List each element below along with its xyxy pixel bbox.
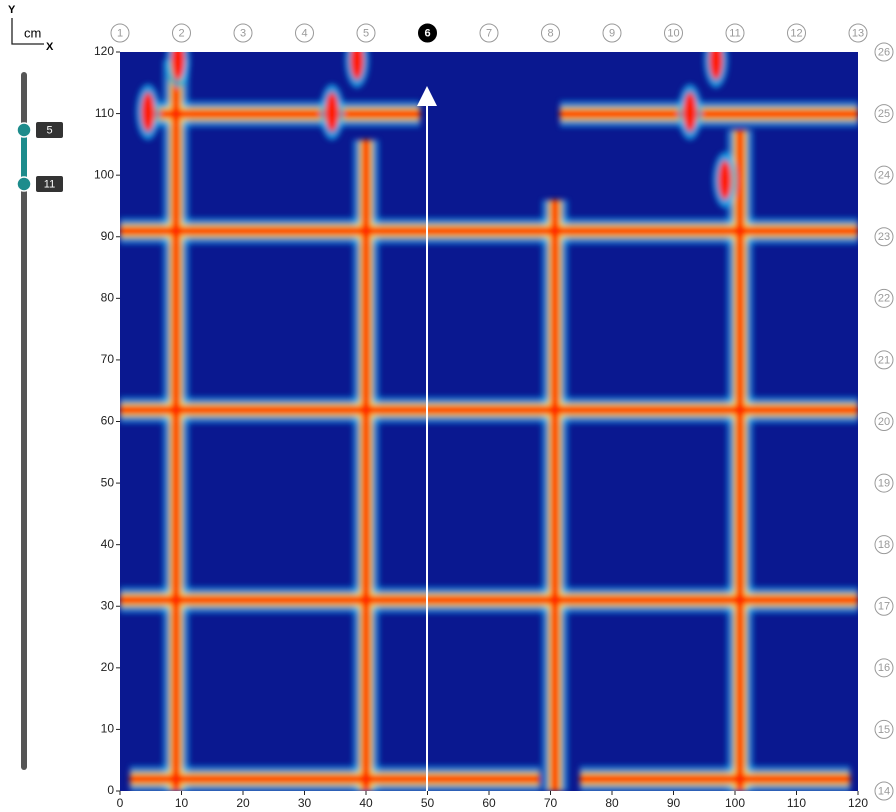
line-button-label: 20	[878, 416, 890, 428]
line-button[interactable]	[874, 227, 894, 247]
line-button-label: 5	[363, 27, 369, 39]
heat-blob	[350, 52, 364, 80]
y-tick-label: 80	[101, 291, 115, 305]
line-button-label: 25	[878, 108, 890, 120]
x-tick-label: 90	[667, 796, 681, 810]
line-button-label: 12	[790, 27, 802, 39]
line-button[interactable]	[233, 23, 253, 43]
line-button[interactable]	[110, 23, 130, 43]
line-button-label: 19	[878, 477, 890, 489]
axis-x-label: X	[46, 41, 54, 53]
slider-end-label: 11	[44, 178, 55, 190]
line-button[interactable]	[874, 104, 894, 124]
y-tick-label: 70	[101, 352, 115, 366]
slider-start-label: 5	[46, 124, 52, 136]
y-tick-label: 50	[101, 475, 115, 489]
slider-handle[interactable]	[16, 176, 32, 192]
line-button-label: 7	[486, 27, 492, 39]
line-button[interactable]	[874, 596, 894, 616]
line-button[interactable]	[874, 288, 894, 308]
line-button[interactable]	[848, 23, 868, 43]
y-tick-label: 20	[101, 660, 115, 674]
heat-blob	[718, 160, 732, 200]
line-button[interactable]	[874, 658, 894, 678]
x-tick-label: 10	[175, 796, 189, 810]
x-tick-label: 20	[236, 796, 250, 810]
line-button[interactable]	[418, 23, 437, 43]
slider-tag	[36, 176, 63, 192]
line-button-label: 24	[878, 170, 890, 182]
axis-icon	[11, 18, 44, 45]
y-tick-label: 110	[95, 106, 114, 120]
x-tick-label: 60	[482, 796, 496, 810]
line-button-label: 1	[117, 27, 123, 39]
y-tick-label: 100	[94, 167, 114, 181]
unit-label: cm	[24, 25, 41, 40]
line-button[interactable]	[874, 412, 894, 431]
line-button[interactable]	[787, 23, 806, 43]
line-button-label: 6	[424, 27, 430, 39]
x-tick-label: 80	[605, 796, 619, 810]
heat-blob	[141, 92, 155, 132]
line-button[interactable]	[874, 719, 894, 739]
y-tick-label: 40	[101, 537, 115, 551]
line-button-label: 22	[878, 293, 890, 305]
heat-blob	[683, 92, 697, 132]
heat-blob	[171, 52, 185, 80]
heat-blob	[709, 52, 723, 80]
line-button-label: 23	[878, 231, 890, 243]
line-button[interactable]	[356, 23, 376, 43]
line-button[interactable]	[541, 23, 560, 43]
heatmap	[120, 52, 858, 791]
x-tick-label: 120	[848, 796, 868, 810]
x-tick-label: 30	[298, 796, 312, 810]
line-button-label: 4	[301, 27, 307, 39]
line-button-label: 10	[667, 27, 679, 39]
line-button[interactable]	[664, 23, 683, 43]
line-button-label: 17	[878, 601, 890, 613]
line-button-label: 11	[729, 27, 740, 39]
x-tick-label: 40	[359, 796, 373, 810]
slider-handle[interactable]	[16, 122, 32, 138]
y-tick-label: 120	[94, 44, 114, 58]
line-button[interactable]	[874, 781, 894, 801]
line-button-label: 21	[878, 354, 890, 366]
x-tick-label: 50	[421, 796, 435, 810]
line-button[interactable]	[874, 350, 894, 370]
line-button[interactable]	[602, 23, 622, 43]
line-button-label: 18	[878, 539, 890, 551]
x-tick-label: 0	[117, 796, 124, 810]
line-button[interactable]	[874, 165, 894, 185]
line-button[interactable]	[295, 23, 314, 43]
line-button[interactable]	[874, 535, 894, 555]
slider-track[interactable]	[21, 72, 27, 770]
line-button-label: 3	[240, 27, 246, 39]
x-tick-label: 100	[725, 796, 745, 810]
x-tick-label: 110	[787, 796, 806, 810]
line-button-label: 13	[852, 27, 864, 39]
line-button[interactable]	[874, 473, 894, 493]
line-button[interactable]	[725, 23, 745, 43]
x-tick-label: 70	[544, 796, 558, 810]
slider-range	[21, 130, 27, 184]
y-tick-label: 30	[101, 598, 115, 612]
line-button[interactable]	[172, 23, 191, 43]
y-tick-label: 90	[101, 229, 115, 243]
slider-tag	[36, 122, 63, 138]
heat-blob	[325, 92, 339, 132]
line-button[interactable]	[479, 23, 499, 43]
line-button-label: 26	[878, 46, 890, 58]
line-button[interactable]	[874, 42, 894, 62]
line-button-label: 16	[878, 662, 890, 674]
y-tick-label: 10	[101, 722, 115, 736]
axis-y-label: Y	[8, 4, 16, 16]
y-tick-label: 60	[101, 414, 115, 428]
line-button-label: 14	[878, 785, 890, 797]
line-button-label: 9	[609, 27, 615, 39]
y-tick-label: 0	[107, 783, 114, 797]
line-button-label: 8	[547, 27, 553, 39]
line-button-label: 15	[878, 724, 890, 736]
line-button-label: 2	[178, 27, 184, 39]
